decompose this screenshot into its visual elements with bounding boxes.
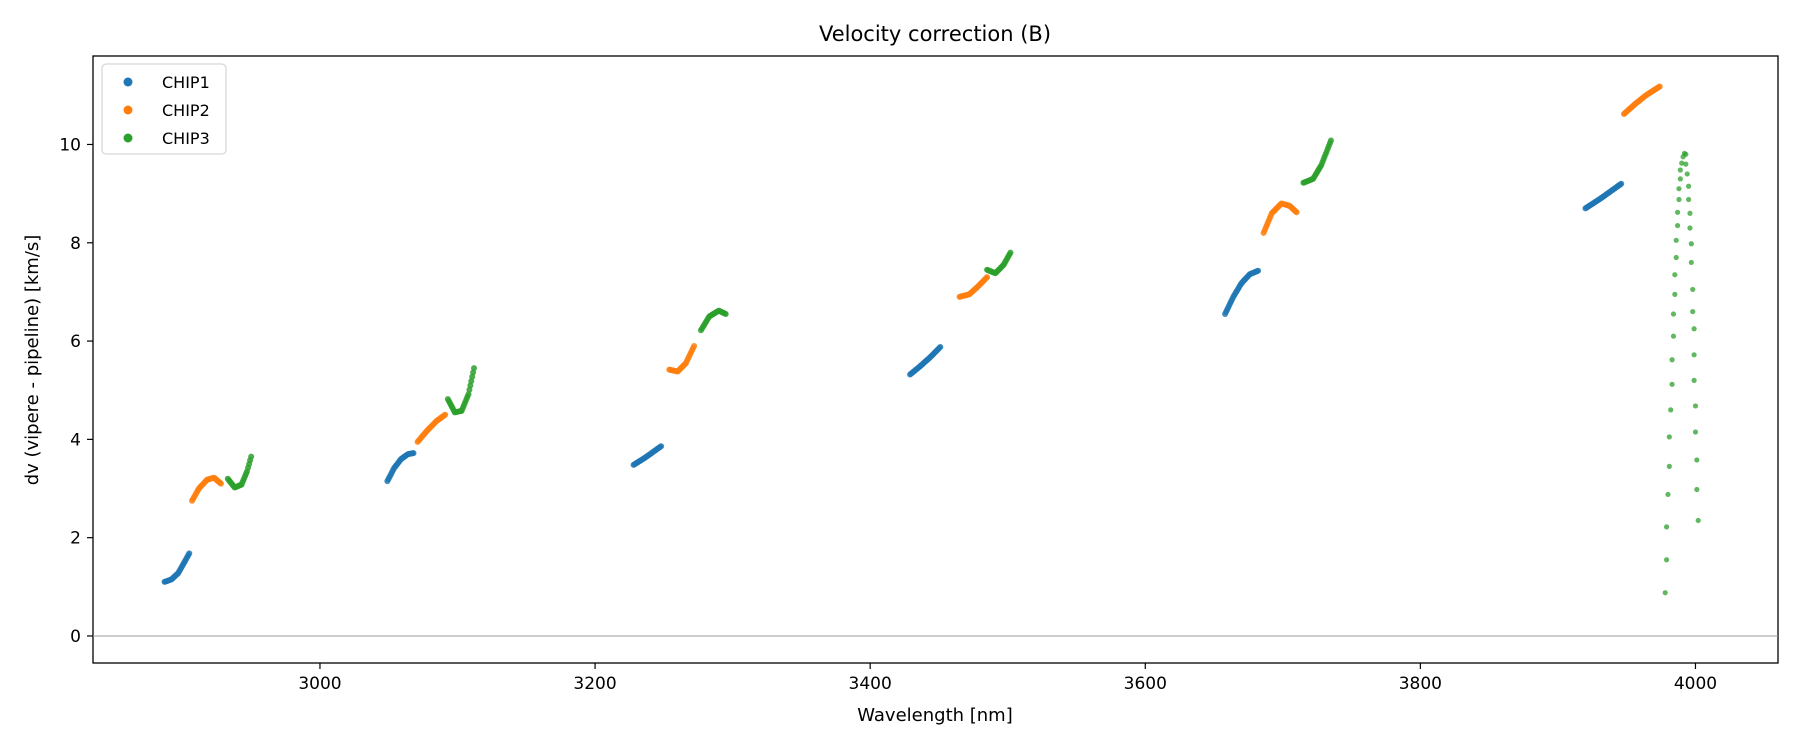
data-points	[161, 83, 1701, 596]
plot-frame	[92, 55, 1779, 664]
y-tick-label: 4	[70, 430, 81, 450]
x-axis-label: Wavelength [nm]	[857, 705, 1013, 726]
data-point	[1677, 176, 1683, 182]
data-point	[1687, 225, 1693, 231]
y-tick-label: 2	[70, 529, 81, 549]
series-chip2	[189, 83, 1663, 504]
x-axis-ticks: 3000 3200 3400 3600 3800 4000	[298, 663, 1717, 694]
data-point	[1676, 196, 1682, 203]
data-point	[1677, 167, 1683, 173]
data-point	[1663, 524, 1670, 530]
data-point	[1674, 222, 1681, 229]
data-point	[442, 411, 449, 418]
data-point	[1691, 352, 1697, 358]
legend-label: CHIP1	[162, 73, 210, 92]
legend-label: CHIP2	[162, 101, 210, 120]
y-axis-ticks: 0 2 4 6 8 10	[59, 135, 93, 647]
series-chip3	[224, 137, 1701, 596]
data-point	[248, 453, 255, 460]
data-point	[1691, 326, 1697, 332]
data-point	[1685, 183, 1692, 189]
data-point	[658, 443, 665, 450]
data-point	[1665, 491, 1671, 498]
data-point	[1255, 267, 1262, 274]
data-point	[937, 343, 944, 350]
data-point	[1692, 403, 1699, 409]
data-point	[984, 274, 991, 281]
data-point	[1687, 210, 1693, 216]
data-point	[1691, 377, 1697, 383]
data-point	[1690, 308, 1696, 315]
legend-marker	[123, 105, 133, 115]
data-point	[471, 365, 478, 372]
data-point	[1683, 161, 1689, 167]
x-tick-label: 4000	[1674, 674, 1717, 694]
data-point	[186, 550, 193, 557]
data-point	[1670, 333, 1677, 339]
x-tick-label: 3200	[573, 674, 616, 694]
data-point	[1684, 171, 1690, 177]
data-point	[1688, 259, 1694, 266]
data-point	[1669, 381, 1675, 387]
series-chip1	[161, 180, 1625, 585]
data-point	[1690, 286, 1696, 293]
data-point	[1327, 137, 1334, 144]
data-point	[691, 342, 698, 349]
data-point	[1662, 590, 1668, 596]
data-point	[1293, 209, 1300, 216]
data-point	[410, 450, 417, 457]
data-point	[1656, 83, 1663, 90]
data-point	[1694, 457, 1700, 463]
data-point	[1672, 291, 1678, 297]
y-tick-label: 6	[70, 332, 81, 352]
data-point	[217, 480, 224, 487]
data-point	[1672, 272, 1678, 278]
data-point	[1673, 237, 1679, 243]
data-point	[1695, 517, 1701, 524]
data-point	[1618, 180, 1625, 187]
legend-marker	[123, 133, 133, 143]
x-tick-label: 3800	[1399, 674, 1442, 694]
y-tick-label: 8	[70, 234, 81, 254]
data-point	[1688, 241, 1694, 247]
legend-box	[101, 63, 227, 155]
legend-label: CHIP3	[162, 129, 210, 148]
data-point	[1679, 160, 1685, 166]
chart-title: Velocity correction (B)	[819, 22, 1051, 46]
data-point	[1007, 249, 1014, 256]
legend: CHIP1 CHIP2 CHIP3	[101, 63, 227, 155]
data-point	[1694, 486, 1700, 493]
y-tick-label: 10	[59, 135, 81, 155]
data-point	[722, 311, 729, 318]
data-point	[1685, 196, 1692, 203]
data-point	[1683, 151, 1689, 157]
data-point	[1670, 311, 1677, 317]
x-tick-label: 3000	[298, 674, 341, 694]
data-point	[1674, 209, 1681, 215]
y-axis-label: dv (vipere - pipeline) [km/s]	[22, 235, 43, 486]
data-point	[1666, 463, 1672, 470]
data-point	[1663, 557, 1670, 563]
data-point	[1669, 357, 1675, 363]
x-tick-label: 3400	[849, 674, 892, 694]
data-point	[1673, 254, 1679, 261]
y-tick-label: 0	[70, 627, 81, 647]
legend-marker	[123, 77, 133, 87]
data-point	[1692, 429, 1699, 435]
x-tick-label: 3600	[1124, 674, 1167, 694]
data-point	[1666, 434, 1672, 440]
data-point	[1668, 407, 1674, 413]
data-point	[1676, 186, 1682, 192]
